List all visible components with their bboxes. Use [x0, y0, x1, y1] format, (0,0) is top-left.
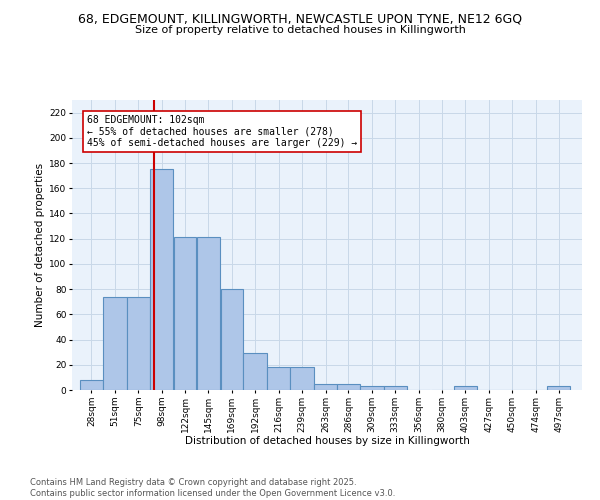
Bar: [197, 238, 220, 390]
Text: Contains HM Land Registry data © Crown copyright and database right 2025.
Contai: Contains HM Land Registry data © Crown c…: [30, 478, 395, 498]
Bar: [174, 238, 196, 390]
Text: 68 EDGEMOUNT: 102sqm
← 55% of detached houses are smaller (278)
45% of semi-deta: 68 EDGEMOUNT: 102sqm ← 55% of detached h…: [87, 115, 357, 148]
Bar: [384, 386, 407, 390]
Bar: [314, 384, 337, 390]
Bar: [268, 368, 290, 390]
Bar: [127, 296, 149, 390]
Text: Size of property relative to detached houses in Killingworth: Size of property relative to detached ho…: [134, 25, 466, 35]
Bar: [221, 289, 243, 390]
Bar: [103, 296, 127, 390]
Bar: [244, 354, 267, 390]
Bar: [80, 380, 103, 390]
Bar: [547, 386, 570, 390]
Bar: [290, 368, 314, 390]
Bar: [337, 384, 360, 390]
X-axis label: Distribution of detached houses by size in Killingworth: Distribution of detached houses by size …: [185, 436, 469, 446]
Text: 68, EDGEMOUNT, KILLINGWORTH, NEWCASTLE UPON TYNE, NE12 6GQ: 68, EDGEMOUNT, KILLINGWORTH, NEWCASTLE U…: [78, 12, 522, 26]
Y-axis label: Number of detached properties: Number of detached properties: [35, 163, 45, 327]
Bar: [150, 170, 173, 390]
Bar: [454, 386, 477, 390]
Bar: [360, 386, 383, 390]
